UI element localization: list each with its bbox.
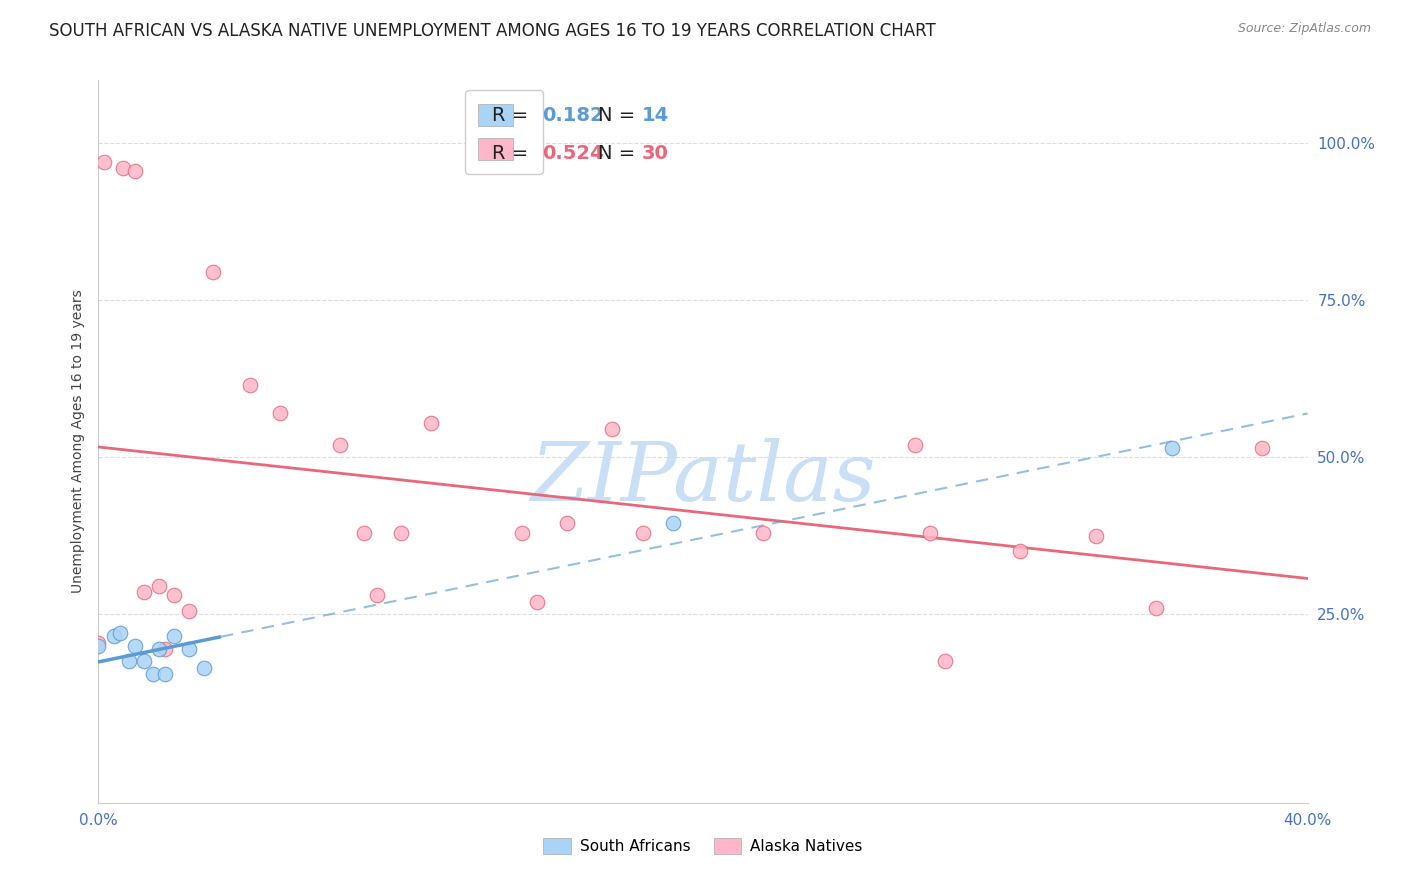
Point <box>904 438 927 452</box>
Point <box>142 667 165 681</box>
Point <box>87 635 110 649</box>
Text: R =: R = <box>492 145 529 163</box>
Point <box>918 525 941 540</box>
Point <box>1010 544 1032 558</box>
Point <box>366 589 388 603</box>
Text: ZIPatlas: ZIPatlas <box>530 438 876 517</box>
Point <box>510 525 533 540</box>
Text: N =: N = <box>598 145 636 163</box>
Point <box>353 525 375 540</box>
Point <box>602 422 624 436</box>
Point <box>132 655 155 669</box>
Point <box>124 164 146 178</box>
Y-axis label: Unemployment Among Ages 16 to 19 years: Unemployment Among Ages 16 to 19 years <box>70 290 84 593</box>
Point <box>148 641 170 656</box>
Point <box>420 416 443 430</box>
Text: N =: N = <box>598 105 636 125</box>
Point <box>1160 441 1182 455</box>
Point <box>124 639 146 653</box>
Point <box>934 655 956 669</box>
Text: Source: ZipAtlas.com: Source: ZipAtlas.com <box>1237 22 1371 36</box>
Point <box>193 661 215 675</box>
Point <box>389 525 412 540</box>
Point <box>202 265 225 279</box>
Point <box>179 604 201 618</box>
Point <box>163 589 186 603</box>
Point <box>87 639 110 653</box>
Text: R =: R = <box>492 105 529 125</box>
Point <box>752 525 775 540</box>
Point <box>93 155 115 169</box>
Point <box>269 406 291 420</box>
Point <box>163 629 186 643</box>
Text: 0.524: 0.524 <box>543 145 605 163</box>
Point <box>555 516 578 531</box>
Text: SOUTH AFRICAN VS ALASKA NATIVE UNEMPLOYMENT AMONG AGES 16 TO 19 YEARS CORRELATIO: SOUTH AFRICAN VS ALASKA NATIVE UNEMPLOYM… <box>49 22 936 40</box>
Point <box>526 595 548 609</box>
Point <box>179 641 201 656</box>
Point <box>148 579 170 593</box>
Text: 30: 30 <box>641 145 669 163</box>
Point <box>1144 601 1167 615</box>
Point <box>108 626 131 640</box>
Point <box>329 438 352 452</box>
Point <box>153 641 176 656</box>
Legend: South Africans, Alaska Natives: South Africans, Alaska Natives <box>537 832 869 860</box>
Point <box>111 161 134 176</box>
Point <box>661 516 683 531</box>
Point <box>1085 529 1108 543</box>
Point <box>1251 441 1274 455</box>
Point <box>153 667 176 681</box>
Point <box>103 629 125 643</box>
Point <box>132 585 155 599</box>
Point <box>118 655 141 669</box>
Text: 14: 14 <box>641 105 669 125</box>
Point <box>239 378 262 392</box>
Text: 0.182: 0.182 <box>543 105 605 125</box>
Point <box>631 525 654 540</box>
